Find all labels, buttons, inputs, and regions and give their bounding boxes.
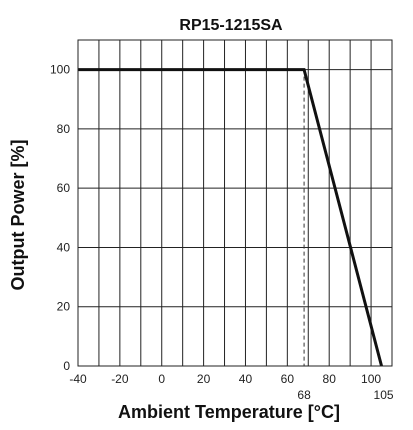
tick-labels: -40 -20 0 20 40 60 80 100 0 20 40 60 80 100 <box>50 63 381 386</box>
grid <box>77 40 393 367</box>
plot-frame <box>77 39 393 367</box>
y-tick-label: 40 <box>57 240 71 254</box>
chart-title: RP15-1215SA <box>179 17 283 34</box>
y-tick-label: 20 <box>57 300 71 314</box>
x-tick-label: 40 <box>239 372 253 386</box>
x-tick-label: 60 <box>281 372 295 386</box>
y-axis-label: Output Power [%] <box>8 140 28 291</box>
annotation-label: 105 <box>374 388 394 402</box>
x-tick-label: 0 <box>158 372 165 386</box>
annotations: 68 105 <box>297 69 394 402</box>
y-tick-label: 80 <box>57 122 71 136</box>
series-layer <box>78 68 383 367</box>
derating-curve <box>78 68 383 367</box>
annotation-label: 68 <box>297 388 311 402</box>
y-tick-label: 0 <box>63 359 70 373</box>
y-tick-label: 100 <box>50 63 70 77</box>
x-tick-label: 20 <box>197 372 211 386</box>
x-tick-label: -20 <box>111 372 129 386</box>
x-axis-label: Ambient Temperature [°C] <box>118 402 340 422</box>
x-tick-label: 80 <box>323 372 337 386</box>
x-tick-label: 100 <box>361 372 381 386</box>
y-tick-label: 60 <box>57 181 71 195</box>
x-tick-label: -40 <box>69 372 87 386</box>
